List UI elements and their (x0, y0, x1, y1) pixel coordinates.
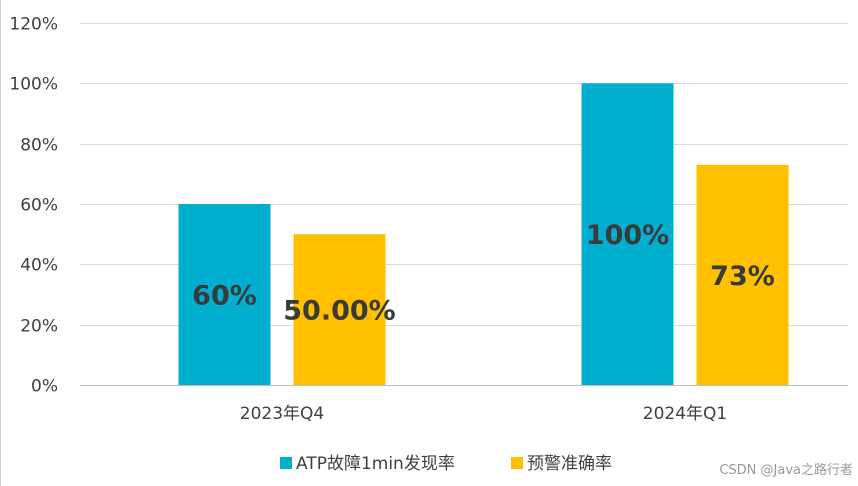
y-tick-label: 20% (20, 317, 58, 337)
legend-label: ATP故障1min发现率 (296, 454, 455, 474)
bar-warning-accuracy (293, 234, 386, 385)
bar-value-label: 60% (192, 281, 257, 312)
bar-value-label: 100% (586, 220, 669, 251)
bar-warning-accuracy (696, 164, 789, 385)
legend-swatch (280, 457, 292, 469)
bars (178, 83, 789, 385)
data-labels: 60% 50.00% 100% 73% (192, 220, 775, 326)
x-category-label: 2024年Q1 (643, 404, 727, 424)
y-tick-label: 0% (31, 377, 58, 397)
y-tick-label: 120% (9, 15, 58, 35)
bar-detection-rate (581, 83, 674, 385)
y-tick-label: 40% (20, 256, 58, 276)
y-tick-label: 100% (9, 75, 58, 95)
bar-detection-rate (178, 204, 271, 385)
x-category-label: 2023年Q4 (240, 404, 324, 424)
bar-value-label: 50.00% (283, 296, 395, 327)
legend-swatch (511, 457, 523, 469)
y-axis-ticks: 0% 20% 40% 60% 80% 100% 120% (9, 15, 58, 397)
y-tick-label: 80% (20, 136, 58, 156)
x-axis-categories: 2023年Q4 2024年Q1 (240, 404, 727, 424)
y-tick-label: 60% (20, 196, 58, 216)
legend-label: 预警准确率 (527, 454, 612, 474)
legend: ATP故障1min发现率 预警准确率 (280, 454, 612, 474)
watermark-text: CSDN @Java之路行者 (719, 462, 853, 478)
bar-value-label: 73% (710, 261, 775, 292)
